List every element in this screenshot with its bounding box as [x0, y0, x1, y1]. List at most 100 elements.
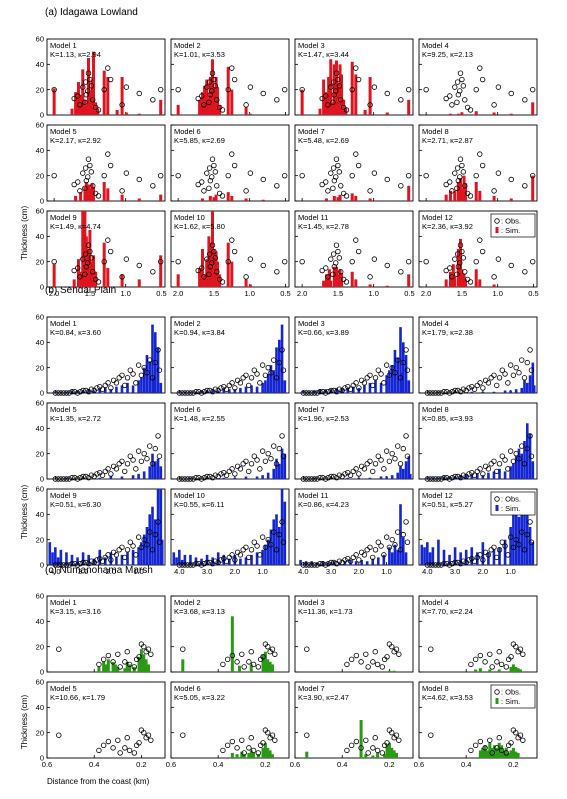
sim-bar [280, 489, 284, 565]
sim-bar [387, 670, 391, 672]
model-name: Model 12 [422, 213, 453, 222]
obs-point [447, 179, 453, 185]
obs-point [51, 86, 57, 93]
obs-point [211, 76, 217, 83]
sim-bar [368, 284, 372, 287]
obs-point [347, 386, 354, 392]
obs-point [119, 544, 125, 550]
sim-bar [205, 390, 209, 393]
obs-point [333, 88, 339, 94]
obs-point [77, 389, 84, 395]
obs-point [358, 745, 364, 751]
obs-point [367, 274, 373, 280]
obs-point [508, 262, 514, 269]
obs-point [247, 256, 254, 262]
sim-bar [497, 669, 501, 672]
sim-bar [76, 259, 80, 287]
sim-bar [363, 385, 366, 393]
obs-point [349, 258, 355, 265]
obs-point [480, 385, 486, 391]
obs-point [323, 179, 329, 185]
obs-point [427, 476, 433, 482]
obs-point [494, 468, 500, 475]
sim-bar [159, 466, 163, 479]
y-tick-label: 20 [36, 535, 44, 544]
sim-bar [318, 389, 322, 393]
sim-bar [255, 552, 259, 565]
obs-point [195, 95, 201, 102]
sim-bar [500, 745, 504, 758]
obs-point [386, 544, 393, 550]
section-title-c: (c) Numanohama Marsh [45, 565, 153, 576]
x-tick-label: 1.0 [381, 567, 391, 576]
panel-a-6: Model 6K=5.85, κ=2.69 [170, 124, 290, 202]
sim-bar [208, 77, 212, 115]
sim-bar [456, 249, 460, 287]
obs-point [432, 476, 439, 482]
sim-bar [59, 549, 63, 565]
obs-point [82, 79, 89, 85]
obs-point [530, 86, 536, 93]
sim-bar [239, 558, 242, 565]
obs-point [77, 561, 84, 567]
obs-point [206, 185, 212, 192]
obs-point [331, 559, 337, 566]
sim-bar [250, 554, 253, 565]
obs-point [498, 747, 505, 754]
obs-point [513, 536, 519, 543]
model-params: K=0.55, κ=6.11 [174, 500, 224, 509]
sim-bar [84, 236, 88, 287]
x-tick-label: 1.0 [133, 567, 143, 576]
obs-point [279, 519, 285, 525]
sim-bar [478, 190, 482, 201]
obs-point [367, 458, 373, 464]
sim-bar [159, 489, 163, 565]
sim-bar [102, 242, 106, 287]
sim-bar [104, 664, 108, 672]
obs-point [400, 531, 406, 538]
sim-bar [230, 752, 234, 758]
y-axis-label-b: Thickness (cm) [20, 485, 29, 540]
obs-point [246, 745, 252, 751]
obs-point [423, 172, 429, 179]
sim-bar [244, 557, 248, 565]
obs-point [328, 84, 334, 90]
obs-point [63, 476, 70, 482]
obs-point [435, 562, 442, 568]
sim-bar [336, 197, 340, 201]
obs-point [220, 661, 226, 668]
sim-bar [376, 557, 380, 565]
obs-point [371, 170, 378, 176]
obs-point [353, 652, 360, 659]
obs-point [182, 476, 188, 482]
obs-point [124, 547, 131, 553]
sim-bar [390, 552, 394, 565]
obs-point [141, 729, 147, 736]
obs-point [389, 450, 395, 457]
sim-bar [478, 279, 482, 287]
obs-point [82, 251, 89, 257]
obs-point [320, 389, 326, 395]
obs-point [55, 390, 61, 396]
obs-point [358, 659, 364, 665]
obs-point [268, 542, 274, 548]
obs-point [209, 242, 216, 248]
sim-bar [198, 268, 202, 287]
obs-point [398, 183, 404, 189]
sim-bar [517, 516, 521, 565]
obs-point [367, 188, 373, 194]
obs-point [477, 65, 483, 71]
obs-point [457, 242, 464, 248]
obs-point [187, 390, 194, 396]
sim-bar [183, 554, 187, 565]
obs-point [467, 279, 474, 285]
obs-point [122, 659, 128, 665]
plot-frame [418, 316, 538, 394]
sim-bar [387, 742, 391, 758]
obs-point [198, 562, 205, 568]
obs-point [372, 649, 378, 655]
sim-bar [181, 659, 185, 672]
sim-bar [354, 195, 358, 201]
obs-point [521, 375, 528, 381]
sim-bar [396, 357, 400, 393]
